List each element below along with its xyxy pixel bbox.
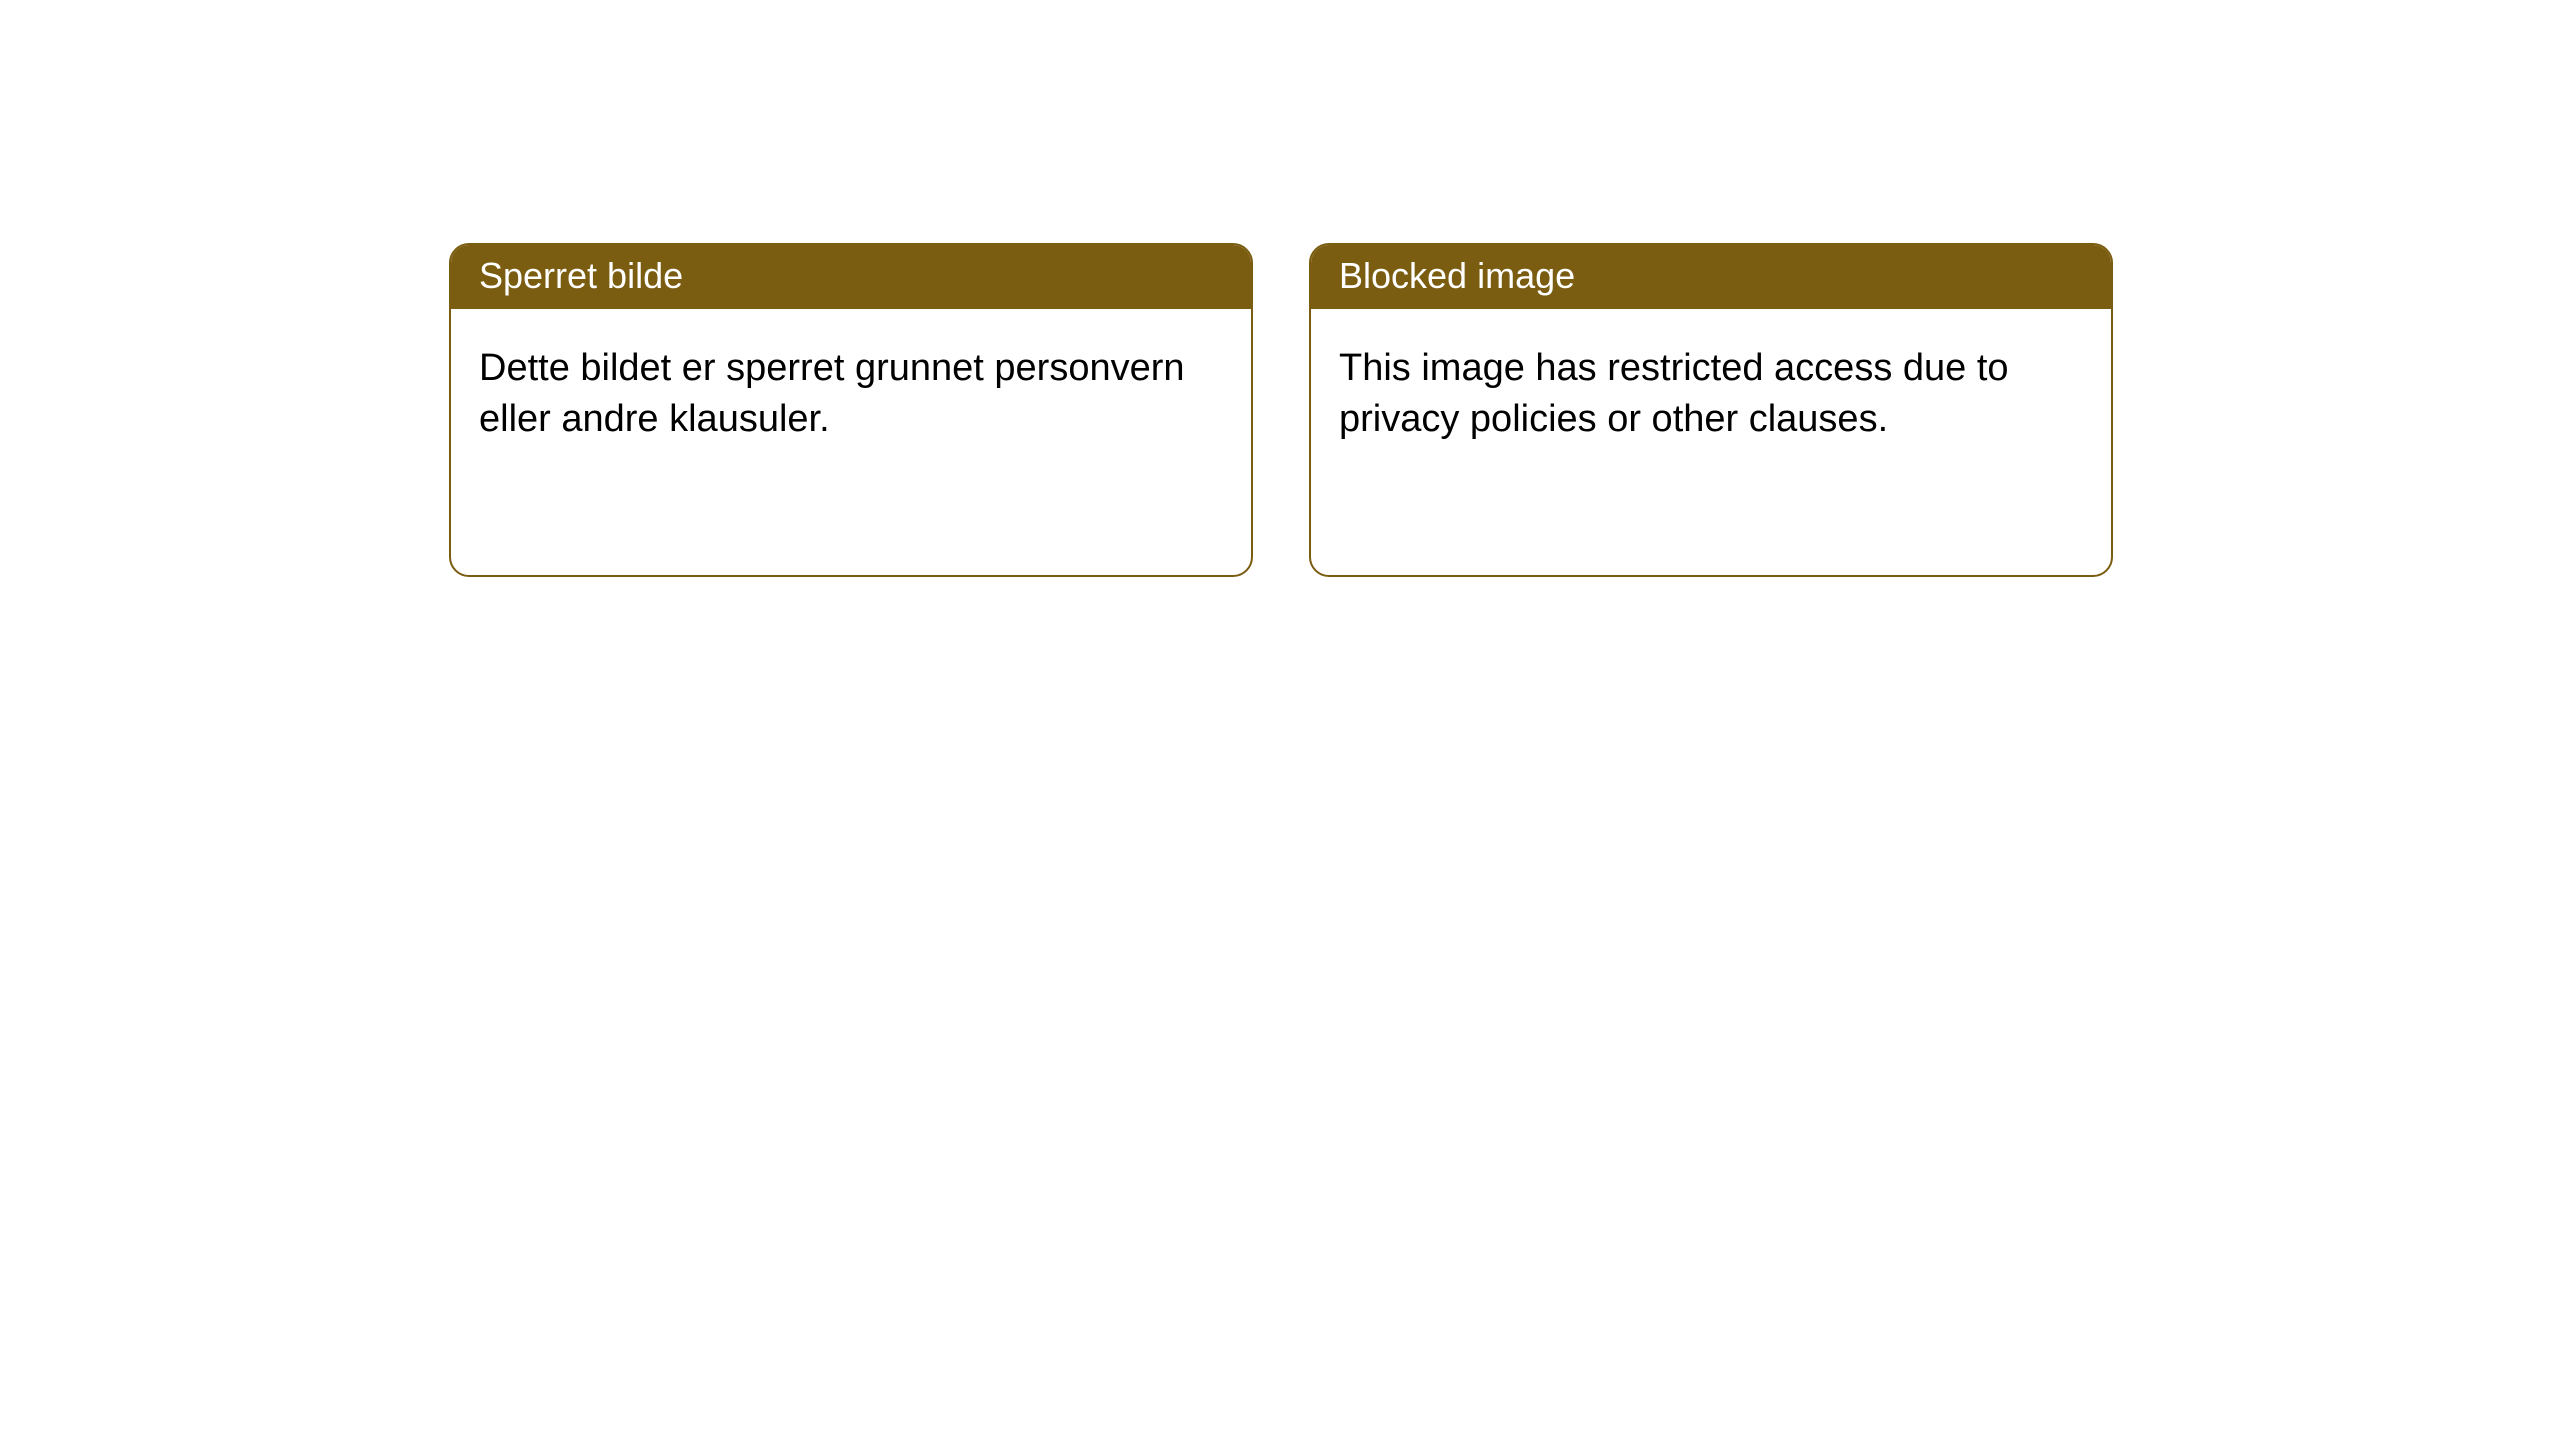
blocked-image-card-no: Sperret bilde Dette bildet er sperret gr… <box>449 243 1253 577</box>
card-body-text-en: This image has restricted access due to … <box>1339 347 2009 440</box>
blocked-image-card-en: Blocked image This image has restricted … <box>1309 243 2113 577</box>
card-header-no: Sperret bilde <box>451 245 1251 309</box>
card-body-en: This image has restricted access due to … <box>1311 309 2111 480</box>
card-body-no: Dette bildet er sperret grunnet personve… <box>451 309 1251 480</box>
card-body-text-no: Dette bildet er sperret grunnet personve… <box>479 347 1185 440</box>
card-header-en: Blocked image <box>1311 245 2111 309</box>
notice-container: Sperret bilde Dette bildet er sperret gr… <box>0 0 2560 577</box>
card-title-en: Blocked image <box>1339 255 1575 296</box>
card-title-no: Sperret bilde <box>479 255 683 296</box>
